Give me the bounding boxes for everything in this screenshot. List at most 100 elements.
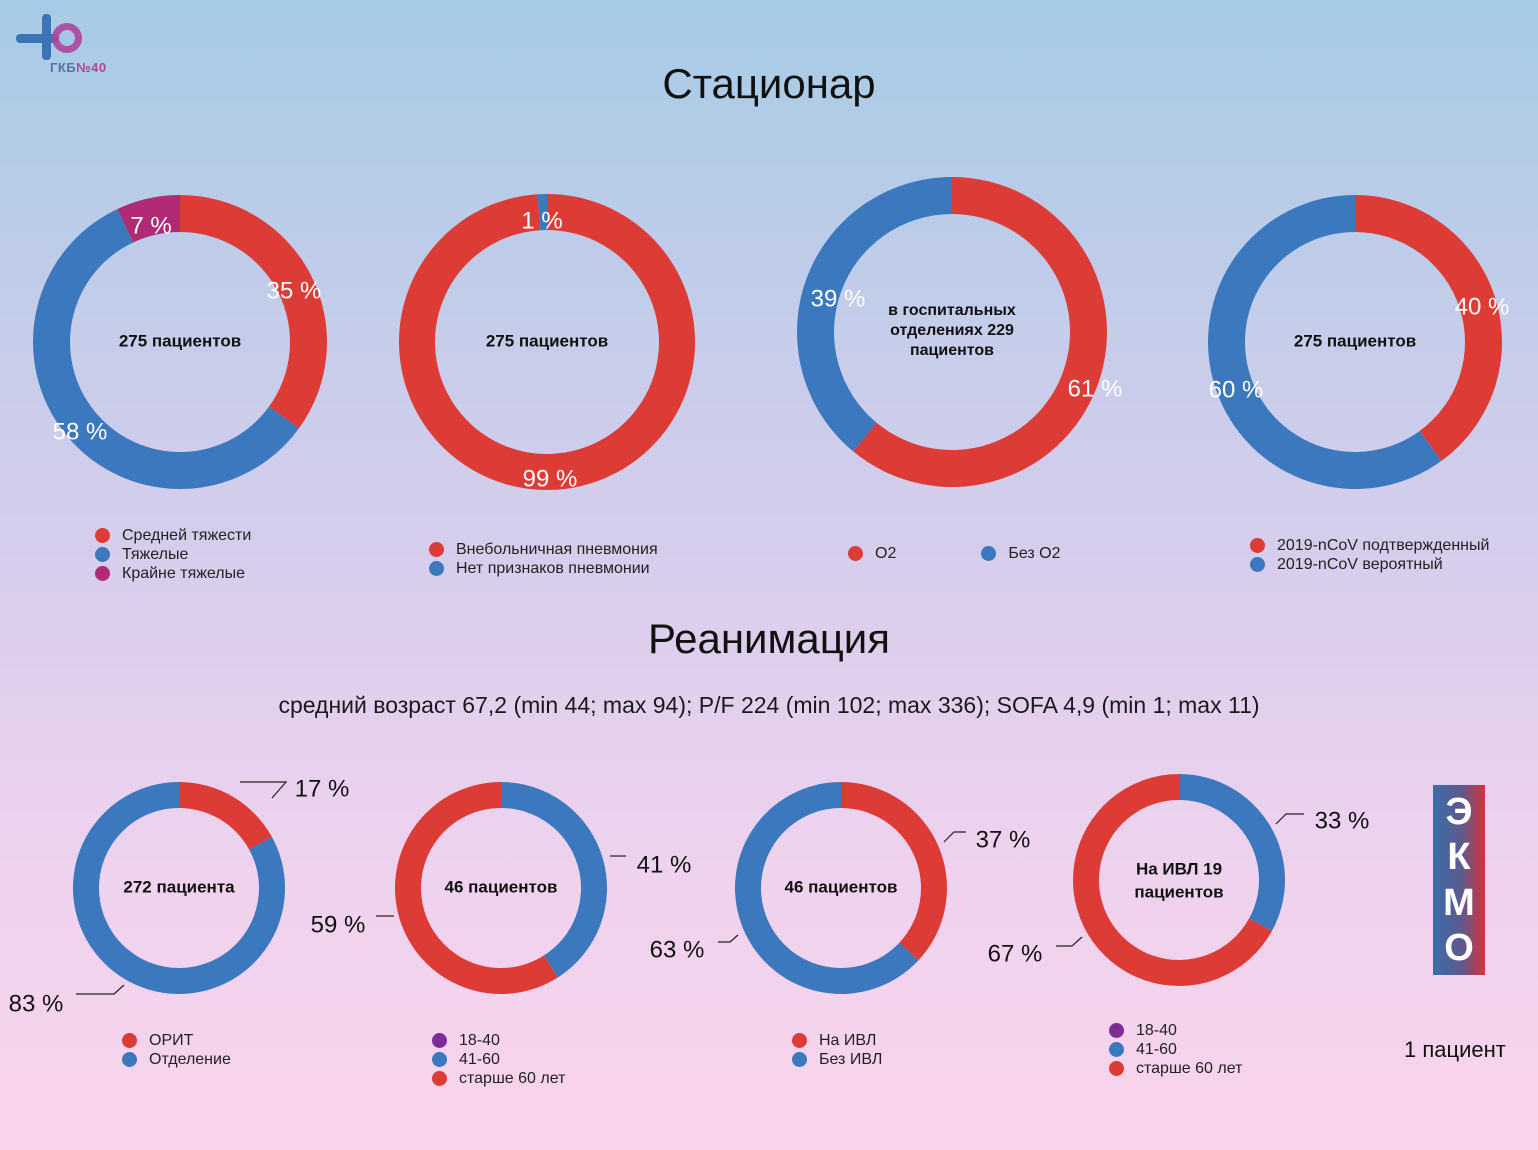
donut-slice: [853, 177, 1107, 487]
donut-slice: [735, 782, 919, 994]
donut-slice: [841, 782, 947, 961]
legend-item: O2: [848, 544, 896, 563]
legend-item: 2019-nCoV подтвержденный: [1250, 536, 1489, 555]
donut-center-label: 46 пациентов: [445, 877, 558, 896]
legend-item: 18-40: [1109, 1021, 1242, 1040]
legend-icu-location: ОРИТ Отделение: [122, 1031, 231, 1069]
donut-slice: [537, 194, 547, 231]
legend-dot: [1250, 557, 1265, 572]
donut-slice: [1179, 774, 1285, 932]
ekmo-letter: О: [1444, 927, 1474, 970]
legend-item: Без O2: [981, 544, 1061, 563]
donut-slice: [1208, 195, 1442, 490]
legend-dot: [429, 561, 444, 576]
legend-dot: [1250, 538, 1265, 553]
legend-item: 18-40: [432, 1031, 565, 1050]
percent-label: 59 %: [311, 911, 366, 938]
donut-center-label: 275 пациентов: [1294, 331, 1416, 350]
legend-dot: [432, 1033, 447, 1048]
percent-label: 61 %: [1068, 375, 1123, 402]
donut-slice: [117, 195, 180, 243]
legend-item: Тяжелые: [95, 545, 251, 564]
legend-item: Нет признаков пневмонии: [429, 559, 658, 578]
donut-chart-ventilation: 46 пациентов 37 % 63 %: [650, 782, 1030, 994]
donut-slice: [797, 177, 952, 452]
percent-label: 40 %: [1455, 293, 1510, 320]
percent-label: 58 %: [53, 418, 108, 445]
percent-label: 7 %: [130, 212, 171, 239]
ekmo-badge: Э К М О: [1433, 785, 1485, 975]
logo-text: ГКБ№40: [50, 60, 107, 75]
legend-dot: [1109, 1061, 1124, 1076]
legend-dot: [122, 1052, 137, 1067]
legend-icu-age: 18-40 41-60 старше 60 лет: [432, 1031, 565, 1088]
legend-dot: [122, 1033, 137, 1048]
donut-center-label: пациентов: [1134, 882, 1223, 901]
legend-dot: [432, 1052, 447, 1067]
legend-dot: [1109, 1023, 1124, 1038]
percent-label: 83 %: [9, 990, 64, 1017]
donut-chart-pneumonia: 275 пациентов 99 % 1 %: [398, 194, 695, 492]
donut-slice: [1355, 195, 1502, 461]
legend-oxygen: O2 Без O2: [848, 544, 1061, 563]
leader-line: [76, 984, 125, 995]
percent-label: 39 %: [811, 285, 866, 312]
donut-slice: [33, 208, 299, 489]
donut-slice: [180, 195, 327, 429]
legend-dot: [429, 542, 444, 557]
leader-line: [718, 934, 739, 943]
percent-label: 41 %: [637, 851, 692, 878]
legend-item: ОРИТ: [122, 1031, 231, 1050]
percent-label: 63 %: [650, 936, 705, 963]
legend-dot: [95, 528, 110, 543]
ekmo-letter: К: [1447, 836, 1471, 879]
legend-item: старше 60 лет: [432, 1069, 565, 1088]
donut-chart-icu-location: 272 пациента 17 % 83 %: [9, 775, 350, 1017]
section-title-icu: Реанимация: [647, 615, 891, 662]
icu-stats: средний возраст 67,2 (min 44; max 94); P…: [278, 692, 1260, 718]
ekmo-patient-count: 1 пациент: [1404, 1037, 1506, 1062]
legend-dot: [432, 1071, 447, 1086]
legend-dot: [792, 1033, 807, 1048]
legend-item: Внебольничная пневмония: [429, 540, 658, 559]
legend-ventilation: На ИВЛ Без ИВЛ: [792, 1031, 882, 1069]
percent-label: 67 %: [988, 940, 1043, 967]
donut-slice: [501, 782, 607, 978]
legend-dot: [981, 546, 997, 561]
legend-item: Отделение: [122, 1050, 231, 1069]
legend-severity: Средней тяжести Тяжелые Крайне тяжелые: [95, 526, 251, 583]
legend-item: старше 60 лет: [1109, 1059, 1242, 1078]
legend-item: 41-60: [1109, 1040, 1242, 1059]
percent-label: 35 %: [267, 277, 322, 304]
legend-dot: [848, 546, 863, 561]
legend-dot: [95, 547, 110, 562]
donut-center-label: На ИВЛ 19: [1136, 859, 1222, 878]
donut-center-label: 275 пациентов: [119, 331, 241, 350]
legend-item: 41-60: [432, 1050, 565, 1069]
legend-dot: [1109, 1042, 1124, 1057]
leader-line: [1275, 813, 1304, 825]
legend-item: Средней тяжести: [95, 526, 251, 545]
legend-dot: [792, 1052, 807, 1067]
percent-label: 33 %: [1315, 807, 1370, 834]
donut-chart-ventilated-age: На ИВЛ 19 пациентов 33 % 67 %: [988, 774, 1370, 986]
legend-pneumonia: Внебольничная пневмония Нет признаков пн…: [429, 540, 658, 578]
legend-ventilated-age: 18-40 41-60 старше 60 лет: [1109, 1021, 1242, 1078]
donut-center-label: 46 пациентов: [785, 877, 898, 896]
donut-center-label: пациентов: [910, 342, 994, 359]
percent-label: 17 %: [295, 775, 350, 802]
donut-center-label: отделениях 229: [890, 322, 1014, 339]
hospital-logo: [16, 14, 82, 60]
legend-item: Крайне тяжелые: [95, 564, 251, 583]
donut-chart-oxygen: в госпитальных отделениях 229 пациентов 61 …: [797, 177, 1123, 487]
leader-line: [1056, 936, 1083, 947]
percent-label: 1 %: [521, 207, 562, 234]
donut-chart-severity: 275 пациентов 35 % 58 % 7 %: [33, 195, 327, 489]
donut-chart-icu-age: 46 пациентов 41 % 59 %: [311, 782, 692, 994]
ekmo-letter: М: [1443, 881, 1475, 924]
legend-dot: [95, 566, 110, 581]
donut-center-label: в госпитальных: [888, 302, 1016, 319]
donut-slice: [179, 782, 272, 850]
percent-label: 99 %: [523, 465, 578, 492]
donut-slice: [395, 782, 558, 994]
